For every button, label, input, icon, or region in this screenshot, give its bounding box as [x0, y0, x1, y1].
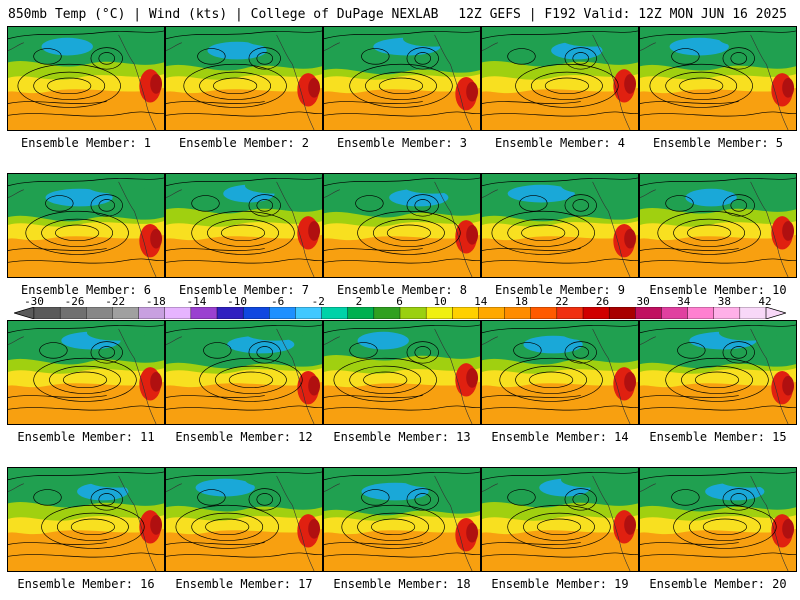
- colorbar-tick-label: -14: [186, 295, 207, 308]
- ensemble-member-map: [323, 173, 481, 278]
- colorbar-tick-label: 14: [474, 295, 488, 308]
- member-label: Ensemble Member: 18: [333, 577, 471, 591]
- member-label: Ensemble Member: 13: [333, 430, 471, 444]
- member-label: Ensemble Member: 7: [178, 283, 310, 297]
- colorbar-arrow-right: [765, 307, 786, 319]
- member-label: Ensemble Member: 4: [494, 136, 626, 150]
- ensemble-member-map: [481, 320, 639, 425]
- model-run-info: 12Z GEFS | F192 Valid: 12Z MON JUN 16 20…: [458, 7, 787, 22]
- member-label: Ensemble Member: 8: [336, 283, 468, 297]
- member-label: Ensemble Member: 17: [175, 577, 313, 591]
- colorbar-tick-label: 10: [433, 295, 447, 308]
- ensemble-member-map: [7, 26, 165, 131]
- member-label: Ensemble Member: 9: [494, 283, 626, 297]
- ensemble-member-map: [639, 467, 797, 572]
- member-label: Ensemble Member: 6: [20, 283, 152, 297]
- colorbar-segment: [59, 307, 87, 319]
- ensemble-member-map: [165, 26, 323, 131]
- colorbar-segment: [190, 307, 218, 319]
- ensemble-member-map: [323, 320, 481, 425]
- colorbar-segment: [399, 307, 427, 319]
- member-label: Ensemble Member: 11: [17, 430, 155, 444]
- member-label: Ensemble Member: 14: [491, 430, 629, 444]
- colorbar-segment: [556, 307, 584, 319]
- colorbar-tick-label: 26: [595, 295, 610, 308]
- colorbar-tick-label: -26: [64, 295, 85, 308]
- ensemble-member-map: [165, 173, 323, 278]
- member-label: Ensemble Member: 19: [491, 577, 629, 591]
- colorbar-segment: [373, 307, 401, 319]
- ensemble-member-map: [481, 173, 639, 278]
- colorbar-tick-label: 38: [717, 295, 731, 308]
- colorbar-segment: [269, 307, 296, 319]
- colorbar-arrow-left: [14, 307, 35, 319]
- ensemble-member-map: [165, 320, 323, 425]
- colorbar-segment: [425, 307, 453, 319]
- colorbar-segment: [33, 307, 61, 319]
- colorbar-segment: [347, 307, 375, 319]
- colorbar-tick-label: 2: [355, 295, 363, 308]
- member-label: Ensemble Member: 2: [178, 136, 310, 150]
- colorbar-segment: [478, 307, 506, 319]
- member-label: Ensemble Member: 12: [175, 430, 313, 444]
- member-label: Ensemble Member: 10: [649, 283, 787, 297]
- colorbar-tick-label: 18: [514, 295, 528, 308]
- member-label: Ensemble Member: 15: [649, 430, 787, 444]
- colorbar-tick-label: 22: [555, 295, 569, 308]
- colorbar-tick-label: 6: [396, 295, 403, 308]
- ensemble-member-map: [481, 26, 639, 131]
- ensemble-member-map: [639, 173, 797, 278]
- colorbar-tick-label: 42: [758, 295, 772, 308]
- ensemble-member-map: [323, 26, 481, 131]
- colorbar-segment: [452, 307, 479, 319]
- member-label: Ensemble Member: 3: [336, 136, 468, 150]
- colorbar-segment: [138, 307, 166, 319]
- colorbar-segment: [713, 307, 741, 319]
- temperature-colorbar: [14, 307, 786, 319]
- ensemble-member-map: [639, 26, 797, 131]
- colorbar-segment: [739, 307, 767, 319]
- map-title: 850mb Temp (°C) | Wind (kts) | College o…: [8, 7, 439, 22]
- colorbar-segment: [635, 307, 662, 319]
- colorbar-segment: [582, 307, 610, 319]
- colorbar-tick-label: -6: [271, 295, 285, 308]
- colorbar-tick-label: -2: [311, 295, 325, 308]
- ensemble-member-map: [7, 173, 165, 278]
- colorbar-segment: [295, 307, 323, 319]
- colorbar-segment: [504, 307, 532, 319]
- colorbar-tick-label: -10: [227, 295, 247, 308]
- member-label: Ensemble Member: 16: [17, 577, 155, 591]
- member-label: Ensemble Member: 1: [20, 136, 152, 150]
- ensemble-member-map: [481, 467, 639, 572]
- member-label: Ensemble Member: 20: [649, 577, 787, 591]
- ensemble-member-map: [7, 467, 165, 572]
- colorbar-tick-label: -18: [145, 295, 166, 308]
- colorbar-segment: [242, 307, 270, 319]
- colorbar-segment: [112, 307, 140, 319]
- ensemble-member-map: [165, 467, 323, 572]
- colorbar-segment: [86, 307, 113, 319]
- colorbar-segment: [608, 307, 636, 319]
- colorbar-tick-label: -30: [24, 295, 44, 308]
- ensemble-member-map: [639, 320, 797, 425]
- colorbar-segment: [661, 307, 689, 319]
- colorbar-segment: [687, 307, 715, 319]
- ensemble-member-map: [323, 467, 481, 572]
- colorbar-segment: [530, 307, 558, 319]
- colorbar-tick-label: -22: [105, 295, 126, 308]
- colorbar-segment: [164, 307, 192, 319]
- member-label: Ensemble Member: 5: [652, 136, 784, 150]
- colorbar-tick-label: 34: [677, 295, 691, 308]
- ensemble-member-map: [7, 320, 165, 425]
- colorbar-tick-label: 30: [636, 295, 650, 308]
- colorbar-segment: [321, 307, 349, 319]
- colorbar-segment: [216, 307, 244, 319]
